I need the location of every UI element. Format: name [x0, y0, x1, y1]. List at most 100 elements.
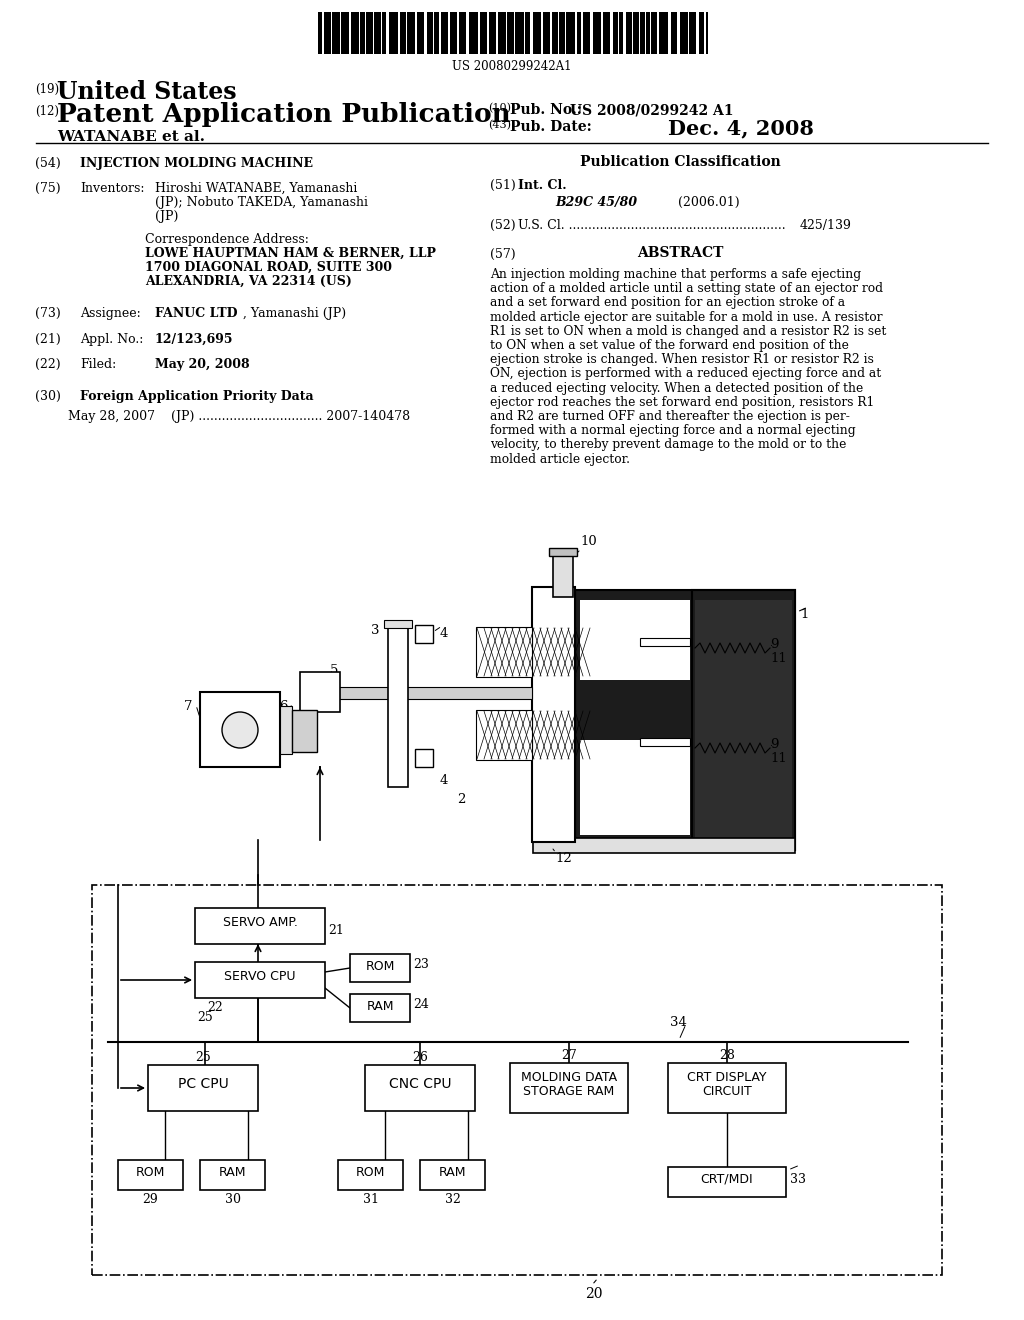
Text: to ON when a set value of the forward end position of the: to ON when a set value of the forward en…: [490, 339, 849, 352]
Bar: [473, 12, 476, 54]
Text: velocity, to thereby prevent damage to the mold or to the: velocity, to thereby prevent damage to t…: [490, 438, 847, 451]
Bar: [553, 552, 573, 597]
Bar: [560, 12, 563, 54]
Text: and a set forward end position for an ejection stroke of a: and a set forward end position for an ej…: [490, 297, 845, 309]
Text: CNC CPU: CNC CPU: [389, 1077, 452, 1092]
Text: LOWE HAUPTMAN HAM & BERNER, LLP: LOWE HAUPTMAN HAM & BERNER, LLP: [145, 247, 436, 260]
Text: Hiroshi WATANABE, Yamanashi: Hiroshi WATANABE, Yamanashi: [155, 182, 357, 195]
Text: United States: United States: [57, 81, 237, 104]
Bar: [587, 12, 589, 54]
Bar: [420, 1160, 485, 1191]
Bar: [664, 12, 666, 54]
Text: 28: 28: [719, 1049, 735, 1063]
Text: (73): (73): [35, 308, 60, 319]
Text: (19): (19): [35, 83, 59, 96]
Bar: [292, 710, 317, 752]
Bar: [566, 12, 569, 54]
Text: 8: 8: [551, 570, 559, 583]
Bar: [535, 12, 538, 54]
Bar: [337, 12, 340, 54]
Bar: [580, 741, 690, 836]
Text: WATANABE et al.: WATANABE et al.: [57, 129, 205, 144]
Text: U.S. Cl. ........................................................: U.S. Cl. ...............................…: [518, 219, 785, 232]
Bar: [515, 12, 517, 54]
Bar: [701, 12, 703, 54]
Bar: [680, 12, 682, 54]
Text: Dec. 4, 2008: Dec. 4, 2008: [668, 117, 814, 139]
Bar: [476, 12, 478, 54]
Text: , Yamanashi (JP): , Yamanashi (JP): [243, 308, 346, 319]
Text: 21: 21: [328, 924, 344, 936]
Bar: [345, 12, 347, 54]
Text: (30): (30): [35, 389, 60, 403]
Bar: [509, 12, 512, 54]
Bar: [384, 620, 412, 628]
Text: molded article ejector.: molded article ejector.: [490, 453, 630, 466]
Bar: [437, 12, 439, 54]
Bar: [324, 12, 326, 54]
Bar: [583, 12, 586, 54]
Text: 9: 9: [770, 738, 778, 751]
Text: ABSTRACT: ABSTRACT: [637, 246, 723, 260]
Bar: [608, 12, 610, 54]
Text: 31: 31: [362, 1193, 379, 1206]
Bar: [668, 1167, 786, 1197]
Text: 7: 7: [183, 700, 193, 713]
Bar: [597, 12, 600, 54]
Bar: [662, 12, 664, 54]
Bar: [539, 12, 541, 54]
Bar: [388, 622, 408, 787]
Bar: [569, 12, 571, 54]
Bar: [92, 884, 942, 1275]
Text: a reduced ejecting velocity. When a detected position of the: a reduced ejecting velocity. When a dete…: [490, 381, 863, 395]
Bar: [651, 12, 653, 54]
Text: 4: 4: [440, 774, 449, 787]
Bar: [407, 12, 410, 54]
Bar: [347, 12, 349, 54]
Bar: [341, 12, 344, 54]
Bar: [580, 601, 690, 680]
Text: PC CPU: PC CPU: [177, 1077, 228, 1092]
Text: 29: 29: [142, 1193, 159, 1206]
Bar: [633, 12, 635, 54]
Bar: [691, 12, 694, 54]
Text: Publication Classification: Publication Classification: [580, 154, 780, 169]
Bar: [280, 706, 292, 754]
Bar: [499, 12, 502, 54]
Bar: [593, 12, 596, 54]
Text: ejection stroke is changed. When resistor R1 or resistor R2 is: ejection stroke is changed. When resisto…: [490, 354, 873, 366]
Text: STORAGE RAM: STORAGE RAM: [523, 1085, 614, 1098]
Bar: [684, 12, 687, 54]
Text: CIRCUIT: CIRCUIT: [702, 1085, 752, 1098]
Text: An injection molding machine that performs a safe ejecting: An injection molding machine that perfor…: [490, 268, 861, 281]
Bar: [502, 12, 505, 54]
Text: Inventors:: Inventors:: [80, 182, 144, 195]
Bar: [545, 12, 548, 54]
Bar: [510, 1063, 628, 1113]
Text: RAM: RAM: [219, 1166, 246, 1179]
Text: Foreign Application Priority Data: Foreign Application Priority Data: [80, 389, 313, 403]
Bar: [606, 12, 608, 54]
Bar: [543, 12, 545, 54]
Bar: [453, 12, 456, 54]
Bar: [389, 12, 392, 54]
Bar: [362, 12, 364, 54]
Text: INJECTION MOLDING MACHINE: INJECTION MOLDING MACHINE: [80, 157, 313, 170]
Bar: [366, 12, 368, 54]
Bar: [354, 12, 357, 54]
Bar: [575, 590, 795, 850]
Text: 5: 5: [330, 664, 338, 677]
Text: 12/123,695: 12/123,695: [155, 333, 233, 346]
Bar: [200, 692, 280, 767]
Bar: [518, 12, 521, 54]
Text: ROM: ROM: [136, 1166, 165, 1179]
Text: 27: 27: [561, 1049, 577, 1063]
Text: ROM: ROM: [366, 960, 394, 973]
Text: B29C 45/80: B29C 45/80: [555, 195, 637, 209]
Text: 1700 DIAGONAL ROAD, SUITE 300: 1700 DIAGONAL ROAD, SUITE 300: [145, 261, 392, 275]
Text: Filed:: Filed:: [80, 358, 117, 371]
Text: 23: 23: [413, 958, 429, 972]
Text: FANUC LTD: FANUC LTD: [155, 308, 238, 319]
Bar: [476, 710, 532, 760]
Bar: [413, 12, 415, 54]
